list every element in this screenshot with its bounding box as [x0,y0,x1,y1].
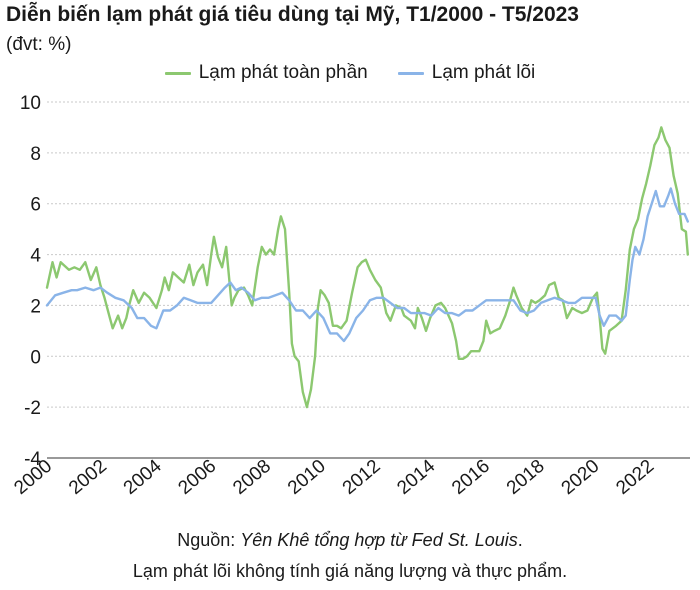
y-tick-label: -4 [24,449,41,470]
x-tick-label: 2010 [284,456,330,499]
source-label: Nguồn: [177,530,241,550]
x-tick-label: 2016 [448,456,494,499]
y-tick-label: 0 [30,347,41,368]
x-tick-label: 2020 [558,456,604,499]
chart-legend: Lạm phát toàn phần Lạm phát lõi [0,62,700,84]
source-end: . [517,530,523,550]
source-text: Yên Khê tổng hợp từ Fed St. Louis [240,530,518,550]
x-tick-label: 2022 [612,456,658,499]
x-tick-label: 2006 [174,456,220,499]
x-tick-label: 2014 [393,455,439,499]
series-line-headline [45,126,689,409]
footnote: Lạm phát lõi không tính giá năng lượng v… [132,561,568,581]
legend-item-core: Lạm phát lõi [397,62,536,84]
legend-item-headline: Lạm phát toàn phần [164,62,368,84]
y-tick-label: 4 [30,246,41,267]
y-tick-label: 10 [20,93,41,114]
x-tick-label: 2018 [503,456,549,499]
legend-swatch-core [397,71,424,75]
x-tick-label: 2004 [120,455,166,499]
chart-series [45,126,689,409]
y-tick-label: 2 [30,296,41,317]
x-tick-label: 2008 [229,456,275,499]
y-tick-label: -2 [24,398,41,419]
legend-label-headline: Lạm phát toàn phần [198,62,368,83]
line-chart: 10 8 6 4 2 0 -2 -4 2000 2002 2004 2006 2008 2010 2012… [10,93,690,499]
x-axis: 2000 2002 2004 2006 2008 2010 2012 2014 2016 2018… [10,455,658,499]
legend-label-core: Lạm phát lõi [431,62,536,83]
unit-label: (đvt: %) [6,34,72,55]
source-note: Nguồn: Yên Khê tổng hợp từ Fed St. Louis… [0,530,700,551]
x-tick-label: 2002 [65,456,111,499]
x-tick-label: 2012 [339,456,385,499]
legend-swatch-headline [164,71,191,75]
series-line-core [45,187,689,343]
chart-grid [47,101,690,459]
y-tick-label: 6 [30,195,41,216]
chart-title: Diễn biến lạm phát giá tiêu dùng tại Mỹ,… [6,3,579,26]
y-axis: 10 8 6 4 2 0 -2 -4 [20,93,42,470]
y-tick-label: 8 [30,144,41,165]
